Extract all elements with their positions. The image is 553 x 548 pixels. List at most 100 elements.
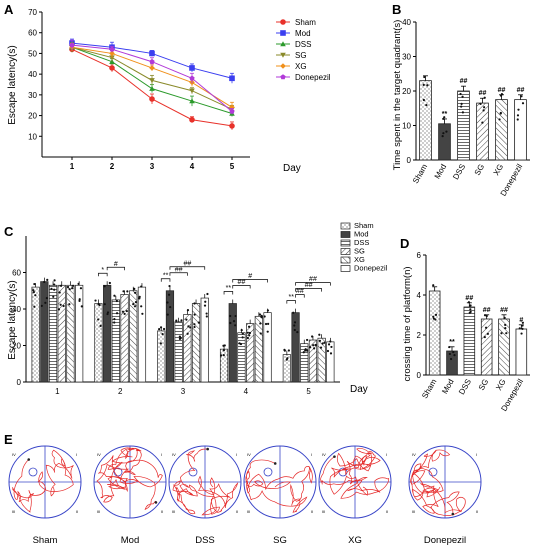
quadrant-label: I	[161, 452, 162, 457]
data-point	[248, 334, 251, 337]
data-point	[483, 335, 486, 339]
data-point	[53, 288, 56, 291]
panel-a-ytick-label: 30	[28, 91, 37, 100]
data-point	[133, 305, 137, 308]
data-point	[521, 324, 524, 327]
panel-d-bar-chart: crossing time of platform(n) 0 2 4 6 Sham ** M…	[402, 251, 530, 413]
data-point	[122, 290, 125, 293]
panel-b-ytick-label: 0	[407, 156, 412, 165]
panel-c-significance-bracket	[223, 291, 234, 295]
data-point	[483, 96, 486, 99]
data-point	[162, 327, 166, 331]
data-point	[239, 342, 243, 346]
data-point	[125, 309, 128, 313]
data-point	[323, 341, 326, 344]
data-point	[293, 324, 296, 327]
end-point	[333, 455, 336, 458]
panel-c-bar	[94, 303, 103, 383]
panel-a-point	[229, 75, 235, 82]
panel-b-significance: ##	[479, 90, 487, 97]
data-point	[115, 299, 118, 303]
swim-path	[320, 448, 390, 499]
data-point	[246, 336, 249, 340]
panel-c-legend-swatch	[340, 239, 351, 247]
data-point	[222, 344, 225, 347]
panel-a-point	[189, 75, 195, 81]
data-point	[248, 331, 252, 335]
panel-b-ylabel: Time spent in the target quadrant(s)	[392, 20, 403, 171]
data-point	[229, 314, 232, 318]
data-point	[504, 323, 507, 327]
panel-a-ytick-label: 10	[28, 132, 37, 141]
panel-c-bar	[111, 299, 120, 383]
swim-path	[410, 449, 466, 516]
data-point	[517, 108, 520, 111]
data-point	[60, 284, 63, 287]
panel-c-significance: ##	[305, 282, 313, 289]
data-point	[57, 308, 61, 311]
data-point	[78, 299, 81, 302]
data-point	[321, 342, 324, 345]
panel-label-b: B	[392, 2, 401, 17]
data-point	[58, 291, 61, 294]
data-point	[97, 303, 100, 306]
data-point	[167, 293, 171, 296]
data-point	[441, 135, 444, 138]
panel-d-xtick-label: DSS	[457, 378, 473, 397]
track-label: Mod	[121, 535, 139, 546]
data-point	[247, 325, 251, 328]
quadrant-label: II	[236, 509, 238, 514]
panel-c-bar	[48, 284, 58, 383]
data-point	[193, 313, 196, 316]
swim-path	[245, 459, 313, 513]
panel-c-bar	[183, 314, 192, 383]
swim-path	[12, 449, 74, 513]
data-point	[78, 298, 81, 301]
quadrant-label: I	[76, 452, 77, 457]
data-point	[50, 287, 53, 290]
data-point	[232, 320, 236, 323]
panel-a-point	[229, 123, 235, 129]
data-point	[234, 324, 237, 327]
data-point	[286, 357, 289, 360]
panel-a-ytick-label: 50	[28, 49, 37, 58]
panel-d-significance: **	[449, 339, 455, 346]
data-point	[304, 348, 307, 351]
quadrant-label: II	[476, 509, 478, 514]
data-point	[45, 296, 48, 300]
panel-c-bar	[317, 337, 326, 383]
panel-a-point	[149, 78, 155, 84]
panel-d-bar	[428, 290, 441, 376]
data-point	[432, 315, 435, 318]
data-point	[46, 278, 49, 282]
data-point	[521, 321, 524, 324]
panel-c-bar	[66, 284, 75, 383]
data-point	[158, 328, 161, 331]
data-point	[71, 284, 75, 287]
panel-c-bar	[137, 286, 147, 383]
data-point	[185, 318, 188, 321]
panel-c-bar	[57, 284, 66, 383]
data-point	[516, 114, 520, 117]
panel-a-legend-marker	[280, 19, 286, 25]
data-point	[329, 352, 333, 355]
data-point	[103, 285, 106, 288]
data-point	[318, 333, 321, 336]
data-point	[52, 295, 55, 298]
data-point	[518, 327, 521, 330]
quadrant-label: I	[311, 452, 312, 457]
panel-c-bar	[103, 284, 112, 383]
data-point	[306, 349, 309, 352]
data-point	[442, 132, 445, 135]
panel-a-ytick-label: 70	[28, 8, 37, 17]
panel-a-point	[109, 65, 115, 71]
data-point	[484, 326, 488, 329]
panel-c-legend-label: SG	[354, 247, 365, 256]
data-point	[132, 303, 135, 306]
panel-c-bar	[157, 330, 166, 383]
data-point	[516, 118, 519, 121]
panel-c-significance-bracket	[232, 279, 268, 283]
panel-c-ytick-label: 60	[12, 269, 21, 278]
